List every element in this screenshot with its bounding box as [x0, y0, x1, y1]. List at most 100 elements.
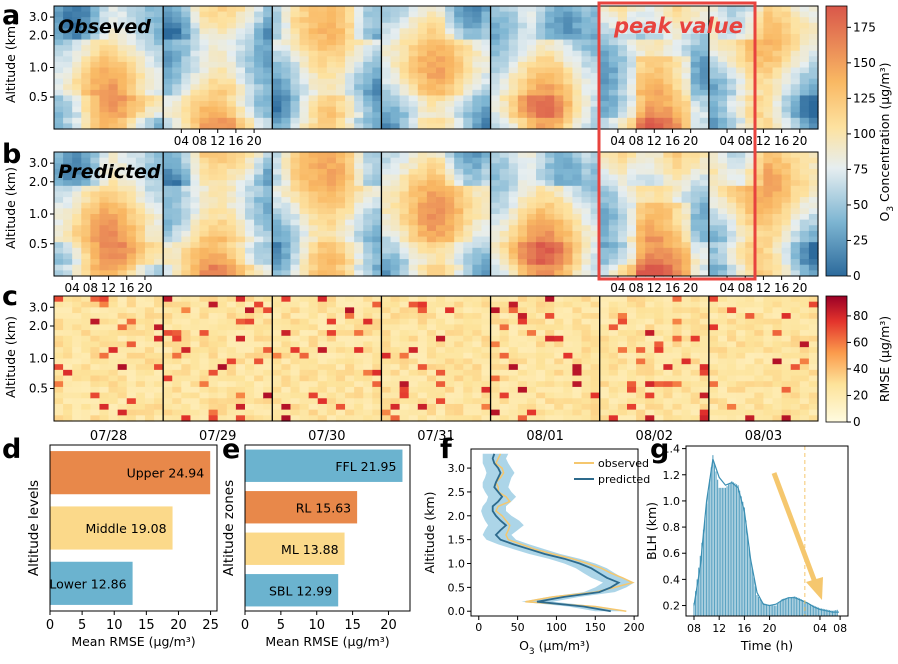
heatmap-cell — [445, 117, 455, 125]
heatmap-cell — [745, 253, 755, 260]
heatmap-cell — [72, 347, 82, 354]
heatmap-cell — [390, 39, 401, 46]
heatmap-cell — [554, 11, 564, 18]
heatmap-cell — [572, 214, 583, 221]
heatmap-cell — [808, 242, 819, 249]
heatmap-cell — [745, 95, 755, 102]
heatmap-cell — [326, 318, 337, 326]
heatmap-cell — [272, 89, 282, 97]
heatmap-cell — [799, 168, 810, 176]
heatmap-cell — [772, 67, 783, 74]
heatmap-cell — [126, 415, 137, 422]
heatmap-cell — [417, 17, 428, 24]
heatmap-cell — [554, 61, 564, 69]
heatmap-cell — [417, 202, 428, 209]
heatmap-cell — [54, 225, 64, 232]
heatmap-cell — [154, 324, 164, 331]
heatmap-cell — [226, 347, 237, 354]
heatmap-cell — [417, 242, 428, 249]
heatmap-cell — [263, 197, 273, 204]
heatmap-cell — [363, 33, 373, 41]
heatmap-cell — [708, 247, 719, 255]
heatmap-cell — [390, 123, 401, 130]
heatmap-cell — [135, 236, 146, 243]
heatmap-cell — [54, 409, 64, 416]
heatmap-cell — [144, 45, 155, 52]
heatmap-cell — [354, 50, 364, 57]
heatmap-cell — [536, 33, 546, 41]
heatmap-cell — [208, 247, 219, 255]
heatmap-cell — [763, 157, 774, 164]
heatmap-cell — [536, 318, 546, 326]
heatmap-cell — [436, 330, 446, 337]
heatmap-cell — [245, 259, 255, 266]
heatmap-cell — [572, 45, 583, 52]
heatmap-cell — [636, 84, 646, 91]
heatmap-cell — [581, 152, 592, 159]
heatmap-cell — [799, 163, 810, 170]
heatmap-cell — [763, 242, 774, 249]
heatmap-cell — [799, 61, 810, 69]
heatmap-cell — [517, 28, 528, 35]
heatmap-cell — [63, 364, 73, 371]
heatmap-cell — [381, 73, 392, 80]
heatmap-cell — [681, 6, 692, 13]
heatmap-cell — [372, 242, 383, 249]
heatmap-cell — [299, 330, 310, 337]
heatmap-cell — [190, 95, 201, 102]
heatmap-cell — [781, 208, 792, 215]
heatmap-cell — [126, 214, 137, 221]
heatmap-cell — [481, 202, 492, 209]
heatmap-cell — [144, 123, 155, 130]
heatmap-cell — [463, 307, 473, 314]
heatmap-cell — [245, 375, 255, 382]
heatmap-cell — [772, 259, 783, 266]
heatmap-cell — [436, 352, 446, 360]
heatmap-cell — [426, 409, 437, 416]
heatmap-cell — [135, 307, 146, 314]
heatmap-cell — [663, 22, 674, 29]
heatmap-cell — [554, 403, 564, 411]
heatmap-cell — [190, 264, 201, 271]
heatmap-cell — [617, 28, 628, 35]
heatmap-cell — [226, 415, 237, 422]
heatmap-cell — [308, 313, 319, 320]
heatmap-cell — [217, 341, 228, 348]
heatmap-cell — [445, 307, 455, 314]
heatmap-cell — [299, 358, 310, 365]
heatmap-cell — [335, 11, 346, 18]
heatmap-cell — [81, 78, 91, 85]
heatmap-cell — [572, 335, 583, 343]
heatmap-cell — [354, 180, 364, 187]
heatmap-cell — [181, 45, 192, 52]
heatmap-cell — [354, 61, 364, 69]
heatmap-cell — [681, 117, 692, 125]
heatmap-cell — [299, 197, 310, 204]
heatmap-cell — [399, 168, 410, 176]
heatmap-cell — [672, 56, 683, 63]
heatmap-cell — [390, 33, 401, 41]
heatmap-cell — [63, 335, 73, 343]
heatmap-cell — [181, 358, 192, 365]
heatmap-cell — [463, 347, 473, 354]
heatmap-cell — [245, 28, 255, 35]
heatmap-cell — [463, 296, 473, 303]
heatmap-cell — [536, 392, 546, 399]
heatmap-cell — [545, 73, 555, 80]
heatmap-cell — [772, 270, 783, 277]
heatmap-cell — [281, 415, 292, 422]
heatmap-cell — [281, 208, 292, 215]
heatmap-cell — [363, 89, 373, 97]
heatmap-cell — [408, 347, 419, 354]
heatmap-cell — [172, 369, 182, 377]
heatmap-cell — [399, 225, 410, 232]
heatmap-cell — [517, 375, 528, 382]
heatmap-cell — [217, 202, 228, 209]
heatmap-cell — [335, 33, 346, 41]
heatmap-cell — [372, 347, 383, 354]
heatmap-cell — [717, 78, 728, 85]
heatmap-cell — [272, 270, 282, 277]
heatmap-cell — [745, 39, 755, 46]
heatmap-cell — [308, 78, 319, 85]
heatmap-cell — [272, 39, 282, 46]
